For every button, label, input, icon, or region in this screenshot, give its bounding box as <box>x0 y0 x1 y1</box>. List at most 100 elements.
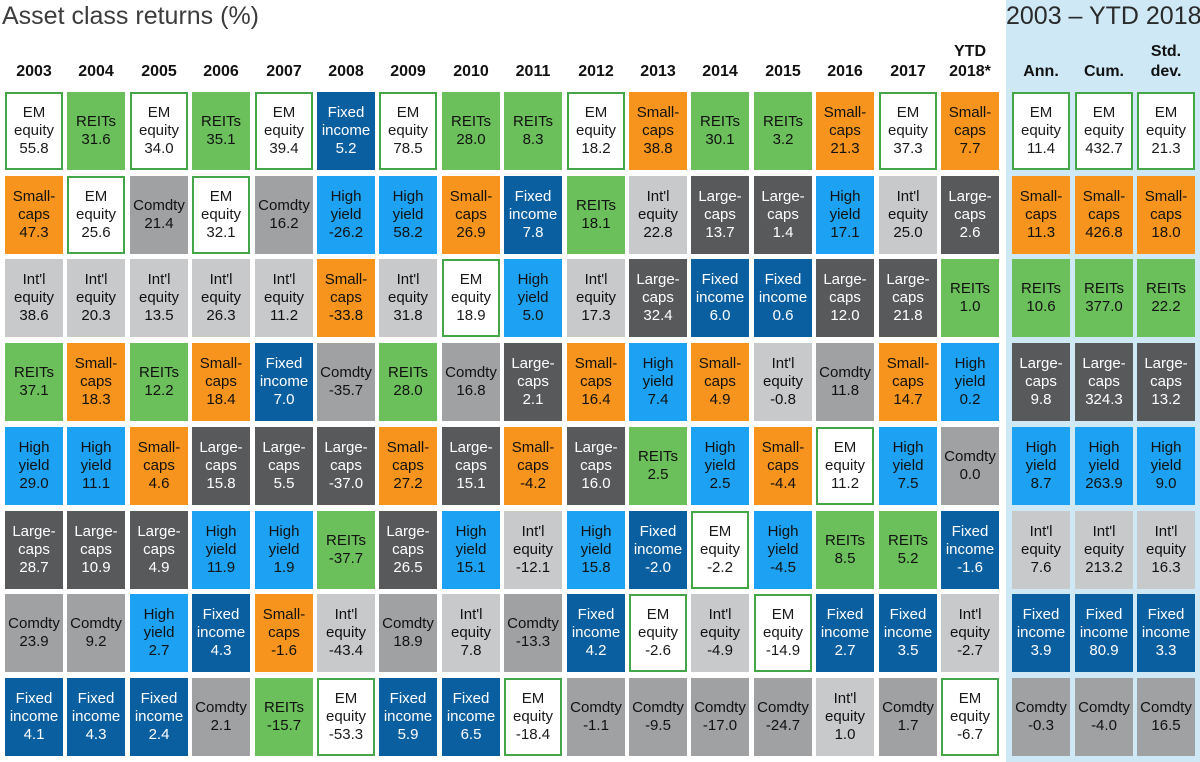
return-value: 4.6 <box>148 475 170 492</box>
asset-label: equity <box>1145 122 1187 139</box>
asset-label: Fixed <box>15 690 53 707</box>
return-value: 13.7 <box>705 224 735 241</box>
asset-label: caps <box>1088 206 1120 223</box>
return-value: 7.7 <box>959 140 981 157</box>
return-value: 26.5 <box>393 559 423 576</box>
asset-label: Small- <box>636 104 680 121</box>
asset-label: yield <box>767 541 799 558</box>
asset-label: Comdty <box>757 699 809 716</box>
return-value: 55.8 <box>19 140 49 157</box>
asset-label: High <box>1150 439 1182 456</box>
return-cell: Fixed income 4.3 <box>192 594 250 672</box>
asset-label: Large- <box>636 271 680 288</box>
return-value: 18.4 <box>206 391 236 408</box>
return-cell: Large-caps 28.7 <box>5 511 63 589</box>
return-value: 34.0 <box>144 140 174 157</box>
return-value: 0.2 <box>959 391 981 408</box>
return-value: -35.7 <box>328 382 364 399</box>
asset-label: caps <box>1025 206 1057 223</box>
asset-label: Int'l <box>22 271 46 288</box>
asset-label: caps <box>1088 373 1120 390</box>
return-value: 4.2 <box>585 642 607 659</box>
asset-label: Comdty <box>8 615 60 632</box>
asset-label: Fixed <box>1147 606 1185 623</box>
summary-cell: REITs 377.0 <box>1075 259 1133 337</box>
return-value: 2.5 <box>647 466 669 483</box>
return-value: -2.7 <box>957 642 983 659</box>
asset-label: Small- <box>1082 188 1126 205</box>
return-value: 2.4 <box>148 726 170 743</box>
return-cell: Small-caps 4.6 <box>130 427 188 505</box>
return-value: 20.3 <box>81 307 111 324</box>
asset-label: equity <box>325 624 367 641</box>
return-value: 17.3 <box>581 307 611 324</box>
return-cell: Comdty -9.5 <box>629 678 687 756</box>
return-value: 6.0 <box>709 307 731 324</box>
return-cell: Large-caps 21.8 <box>879 259 937 337</box>
asset-label: equity <box>949 624 991 641</box>
asset-label: Small- <box>511 439 555 456</box>
return-value: 16.0 <box>581 475 611 492</box>
asset-label: Int'l <box>771 355 795 372</box>
asset-label: Comdty <box>70 615 122 632</box>
asset-label: equity <box>762 624 804 641</box>
return-cell: EM equity 55.8 <box>5 92 63 170</box>
return-cell: Comdty 21.4 <box>130 176 188 254</box>
asset-label: equity <box>762 373 804 390</box>
asset-label: income <box>446 708 496 725</box>
asset-label: income <box>196 624 246 641</box>
asset-label: Fixed <box>202 606 240 623</box>
return-cell: Large-caps 12.0 <box>816 259 874 337</box>
asset-label: yield <box>455 541 487 558</box>
return-cell: REITs 5.2 <box>879 511 937 589</box>
return-value: -18.4 <box>515 726 551 743</box>
return-value: 18.0 <box>1151 224 1181 241</box>
return-cell: Comdty 16.8 <box>442 343 500 421</box>
asset-label: equity <box>325 708 367 725</box>
return-value: -0.3 <box>1028 717 1054 734</box>
return-value: 2.7 <box>834 642 856 659</box>
asset-label: yield <box>330 206 362 223</box>
return-cell: EM equity 18.2 <box>567 92 625 170</box>
return-value: 3.3 <box>1155 642 1177 659</box>
asset-label: Large- <box>698 188 742 205</box>
asset-label: Large- <box>511 355 555 372</box>
asset-label: High <box>642 355 674 372</box>
asset-label: caps <box>80 541 112 558</box>
return-cell: Int'l equity -0.8 <box>754 343 812 421</box>
asset-label: income <box>758 289 808 306</box>
return-value: -37.7 <box>328 550 364 567</box>
asset-label: REITs <box>13 364 54 381</box>
asset-label: High <box>80 439 112 456</box>
asset-label: equity <box>575 289 617 306</box>
asset-label: equity <box>637 206 679 223</box>
return-cell: REITs -15.7 <box>255 678 313 756</box>
asset-label: caps <box>954 122 986 139</box>
asset-label: equity <box>1145 541 1187 558</box>
year-header: 2003 <box>16 63 52 80</box>
return-cell: REITs 1.0 <box>941 259 999 337</box>
return-value: -24.7 <box>765 717 801 734</box>
asset-label: Comdty <box>694 699 746 716</box>
return-cell: Comdty 2.1 <box>192 678 250 756</box>
return-cell: EM equity 39.4 <box>255 92 313 170</box>
asset-label: caps <box>642 289 674 306</box>
summary-cell: Int'l equity 7.6 <box>1012 511 1070 589</box>
return-value: -53.3 <box>328 726 364 743</box>
asset-label: Int'l <box>1092 523 1116 540</box>
asset-label: equity <box>138 289 180 306</box>
return-cell: Large-caps 32.4 <box>629 259 687 337</box>
asset-label: Large- <box>137 523 181 540</box>
asset-label: Fixed <box>639 523 677 540</box>
return-cell: Int'l equity 38.6 <box>5 259 63 337</box>
return-cell: Comdty 16.2 <box>255 176 313 254</box>
return-cell: REITs -37.7 <box>317 511 375 589</box>
return-cell: Fixed income 0.6 <box>754 259 812 337</box>
summary-cell: Comdty -4.0 <box>1075 678 1133 756</box>
asset-label: Int'l <box>646 188 670 205</box>
return-value: 5.2 <box>897 550 919 567</box>
return-value: 28.0 <box>456 131 486 148</box>
summary-cell: High yield 8.7 <box>1012 427 1070 505</box>
asset-label: yield <box>954 373 986 390</box>
return-cell: EM equity -14.9 <box>754 594 812 672</box>
